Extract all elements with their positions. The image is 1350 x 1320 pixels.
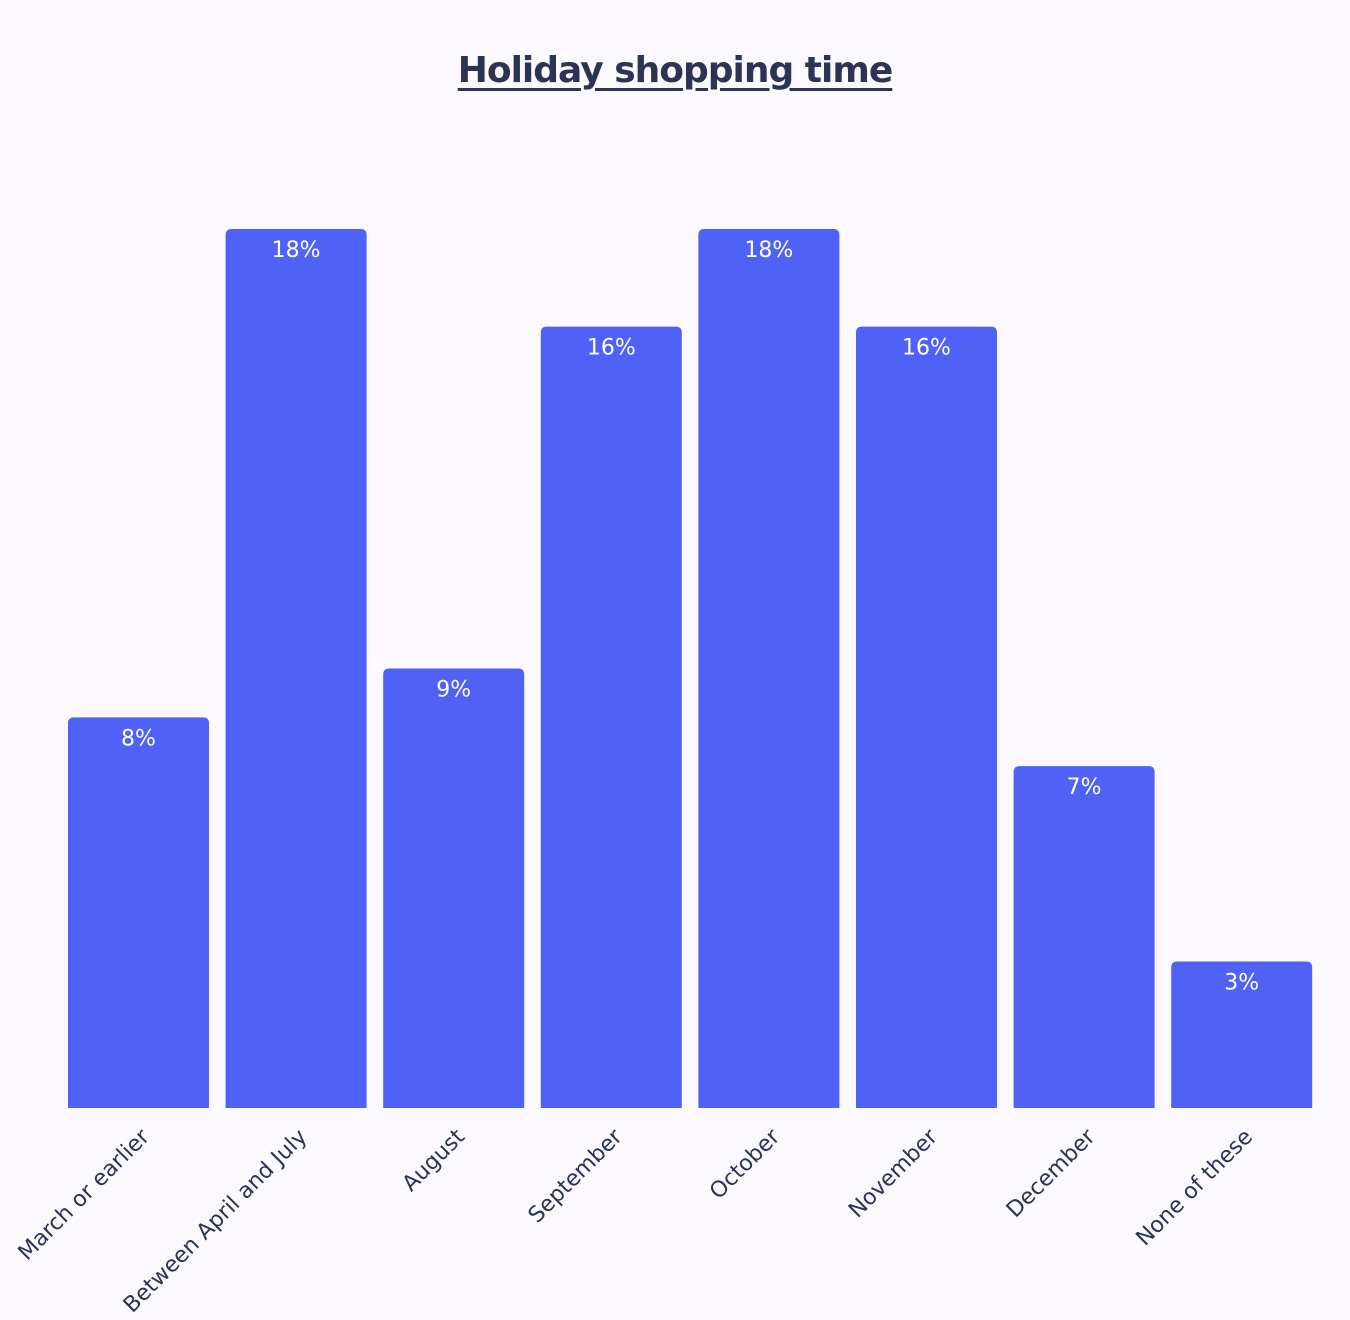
x-tick-label: October	[705, 1124, 786, 1205]
x-tick-label: November	[844, 1124, 943, 1223]
bar	[225, 229, 367, 1108]
x-tick-label: Between April and July	[119, 1125, 312, 1318]
x-tick-label: August	[398, 1124, 470, 1196]
data-label: 8%	[121, 726, 156, 751]
data-label: 9%	[436, 678, 471, 703]
bar	[1171, 961, 1313, 1108]
data-label: 3%	[1224, 971, 1259, 996]
data-label: 18%	[272, 238, 321, 263]
bar	[698, 229, 840, 1108]
bar	[383, 668, 525, 1108]
x-tick-label: September	[524, 1124, 628, 1228]
bar	[540, 326, 682, 1109]
x-tick-label: March or earlier	[14, 1124, 156, 1266]
data-label: 16%	[902, 336, 951, 361]
chart-title: Holiday shopping time	[457, 50, 894, 91]
bar	[1013, 766, 1155, 1108]
x-tick-label: None of these	[1132, 1125, 1258, 1251]
bar	[68, 717, 209, 1108]
x-tick-label: December	[1002, 1124, 1101, 1223]
data-label: 18%	[744, 238, 793, 263]
data-label: 7%	[1067, 775, 1102, 800]
bar	[856, 326, 997, 1109]
data-label: 16%	[587, 336, 636, 361]
